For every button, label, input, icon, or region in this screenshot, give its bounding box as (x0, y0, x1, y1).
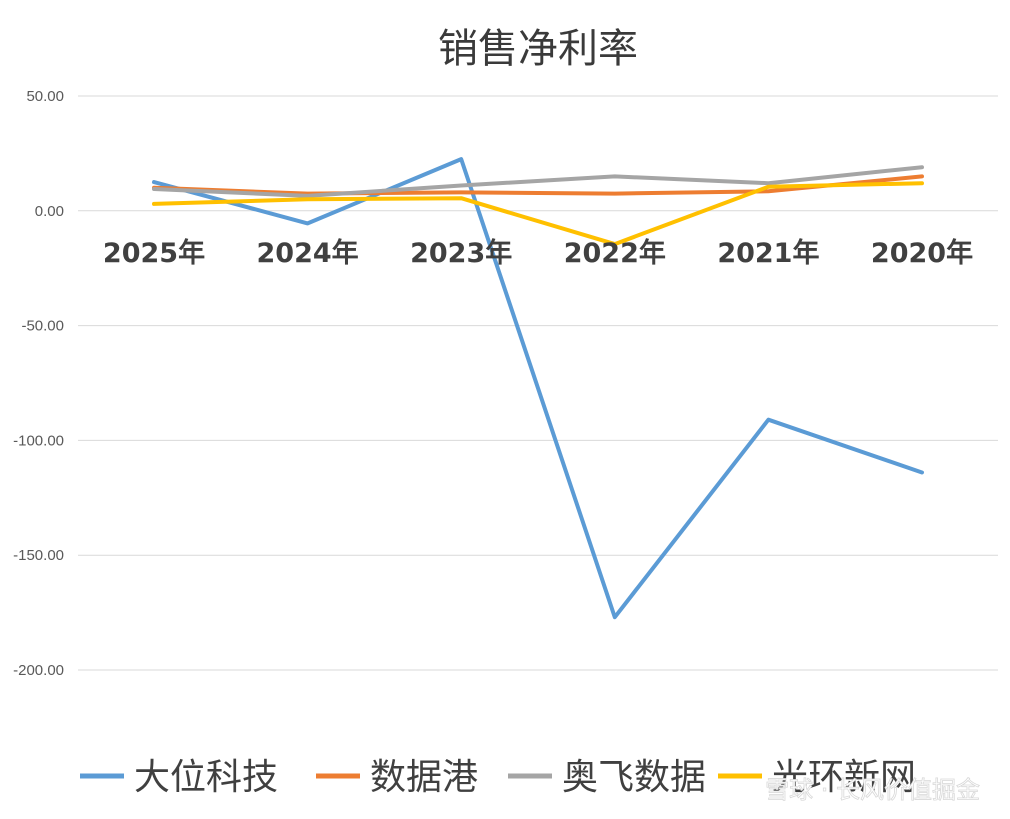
y-tick-label: -100.00 (13, 432, 64, 449)
y-tick-label: -150.00 (13, 547, 64, 564)
gridlines (78, 95, 998, 671)
data-point (614, 616, 616, 618)
x-tick-label: 2020年 (871, 237, 973, 269)
x-tick-label: 2023年 (410, 237, 512, 269)
data-point (460, 158, 462, 160)
data-point (460, 197, 462, 199)
x-tick-label: 2024年 (257, 237, 359, 269)
data-point (460, 191, 462, 193)
data-point (921, 182, 923, 184)
series-lines (152, 157, 924, 620)
data-point (307, 222, 309, 224)
x-tick-label: 2022年 (564, 237, 666, 269)
data-point (153, 181, 155, 183)
series-line-3 (152, 165, 924, 198)
data-point (921, 175, 923, 177)
data-point (153, 203, 155, 205)
data-point (460, 185, 462, 187)
x-axis-ticks: 2025年 2024年 2023年 2022年 2021年 2020年 (103, 237, 973, 269)
data-point (614, 243, 616, 245)
legend-label: 奥飞数据 (562, 757, 706, 798)
series-line-1 (152, 157, 924, 620)
y-axis-ticks: 50.00 0.00 -50.00 -100.00 -150.00 -200.00 (13, 88, 64, 679)
data-point (767, 186, 769, 188)
y-tick-label: -200.00 (13, 662, 64, 679)
y-tick-label: 0.00 (35, 203, 64, 220)
data-point (614, 175, 616, 177)
legend-label: 光环新网 (772, 757, 916, 798)
data-point (767, 182, 769, 184)
chart-title: 销售净利率 (438, 26, 638, 72)
data-point (307, 195, 309, 197)
legend-label: 数据港 (370, 757, 478, 798)
data-point (307, 198, 309, 200)
x-tick-label: 2021年 (717, 237, 819, 269)
series-line-4 (152, 181, 924, 247)
y-tick-label: 50.00 (26, 88, 64, 105)
watermark-text: 雪球 · 长风价值掘金 (765, 776, 980, 804)
data-point (767, 190, 769, 192)
legend: 大位科技 数据港 奥飞数据 光环新网 (80, 757, 916, 798)
data-point (921, 166, 923, 168)
data-point (767, 419, 769, 421)
legend-label: 大位科技 (134, 757, 278, 798)
series-line-2 (152, 174, 924, 196)
y-tick-label: -50.00 (21, 318, 64, 335)
data-point (921, 472, 923, 474)
data-point (307, 193, 309, 195)
data-point (614, 193, 616, 195)
data-point (153, 188, 155, 190)
x-tick-label: 2025年 (103, 237, 205, 269)
